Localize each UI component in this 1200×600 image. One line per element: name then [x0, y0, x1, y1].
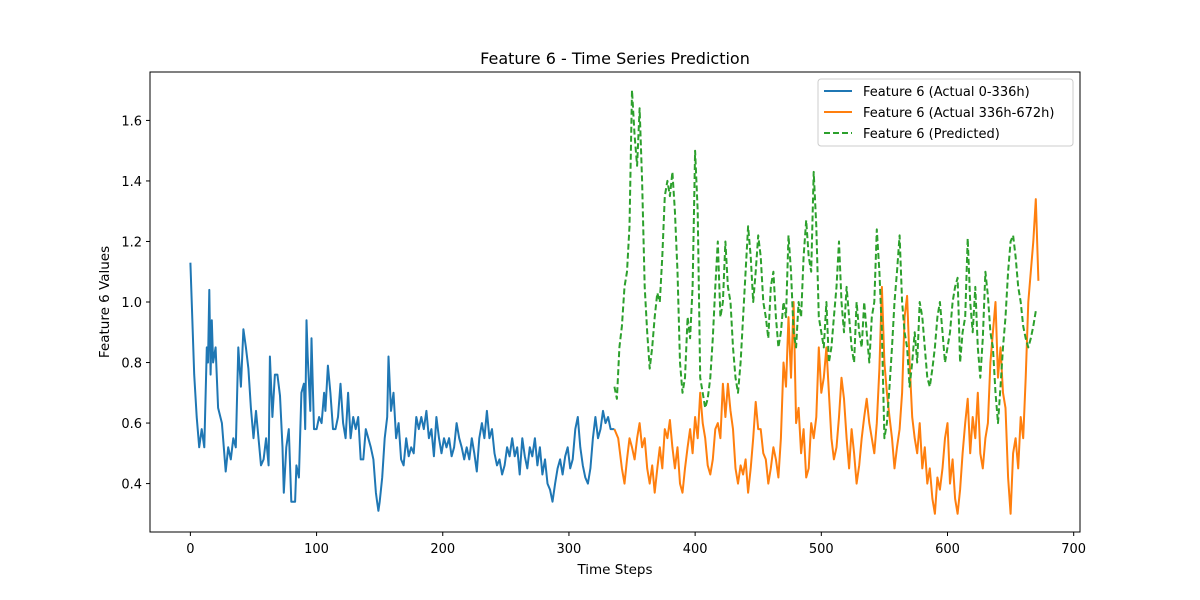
legend-label-actual-336h-672h: Feature 6 (Actual 336h-672h): [863, 106, 1054, 121]
x-tick-label: 100: [304, 542, 329, 557]
y-axis: 0.4 0.6 0.8 1.0 1.2 1.4 1.6: [121, 114, 150, 493]
series-line-feature-6-actual-0-336h: [189, 262, 615, 512]
x-axis-label: Time Steps: [576, 562, 652, 578]
y-tick-label: 1.4: [121, 175, 142, 190]
x-tick-label: 700: [1061, 542, 1086, 557]
y-axis-label: Feature 6 Values: [97, 246, 113, 358]
y-tick-label: 1.6: [121, 114, 142, 129]
legend: Feature 6 (Actual 0-336h) Feature 6 (Act…: [817, 78, 1074, 147]
plot-series: [189, 89, 1040, 515]
legend-box: [817, 78, 1074, 147]
y-tick-label: 0.8: [121, 357, 142, 372]
x-tick-label: 0: [186, 542, 194, 557]
series-line-feature-6-actual-336h-672h: [613, 198, 1040, 515]
x-axis: 0 100 200 300 400 500 600 700: [186, 532, 1086, 557]
y-tick-label: 0.6: [121, 417, 142, 432]
legend-label-actual-0-336h: Feature 6 (Actual 0-336h): [863, 85, 1030, 100]
x-tick-label: 600: [935, 542, 960, 557]
y-tick-label: 1.0: [121, 296, 142, 311]
x-tick-label: 300: [557, 542, 582, 557]
x-tick-label: 500: [809, 542, 834, 557]
y-tick-label: 1.2: [121, 235, 142, 250]
legend-label-predicted: Feature 6 (Predicted): [863, 127, 1000, 142]
series-line-feature-6-predicted: [613, 89, 1037, 440]
x-tick-label: 400: [683, 542, 708, 557]
x-tick-label: 200: [430, 542, 455, 557]
y-tick-label: 0.4: [121, 478, 142, 493]
chart-title: Feature 6 - Time Series Prediction: [480, 49, 750, 68]
